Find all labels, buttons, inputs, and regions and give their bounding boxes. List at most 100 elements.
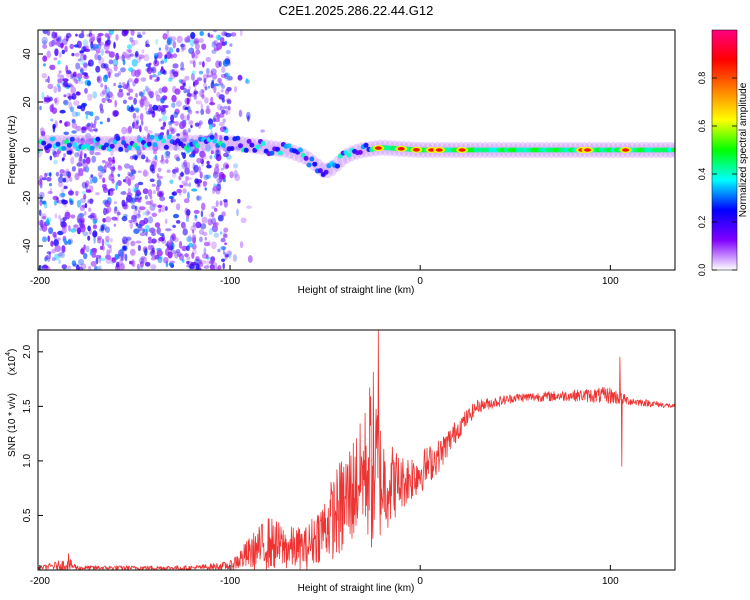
heat-cell xyxy=(82,166,86,172)
heat-cell xyxy=(86,80,92,87)
heat-cell xyxy=(118,260,124,266)
heat-cell xyxy=(88,265,91,270)
heat-cell xyxy=(54,48,59,57)
heat-cell xyxy=(61,187,65,193)
heat-cell xyxy=(260,129,265,133)
x-tick-label: 0 xyxy=(417,276,423,287)
heat-cell xyxy=(93,224,97,229)
heat-cell xyxy=(144,195,148,200)
heat-cell xyxy=(52,231,57,238)
heat-cell xyxy=(124,176,130,184)
heat-cell xyxy=(71,52,75,57)
heat-cell xyxy=(105,226,110,233)
heat-cell xyxy=(87,93,93,102)
heat-cell xyxy=(80,140,85,145)
heat-cell xyxy=(75,190,79,196)
heat-cell xyxy=(180,79,186,85)
heat-cell xyxy=(91,248,97,255)
heat-cell xyxy=(141,49,145,54)
heat-cell xyxy=(225,109,229,116)
colorbar: 0.0 0.2 0.4 0.6 0.8 Normalized spectral ampl… xyxy=(697,29,749,276)
heat-cell xyxy=(158,134,164,140)
heat-cell xyxy=(357,149,363,155)
heat-cell xyxy=(225,49,231,55)
snr-y-axis-label: SNR (10 * v/v) xyxy=(7,393,18,457)
heat-cell xyxy=(126,92,131,96)
heat-cell xyxy=(190,73,195,81)
snr-frame xyxy=(37,329,676,571)
heat-cell xyxy=(76,199,81,208)
heat-cell xyxy=(297,147,303,153)
heat-cell xyxy=(247,115,250,122)
heat-cell xyxy=(80,248,85,255)
heat-cell xyxy=(186,256,191,261)
heat-cell xyxy=(132,218,138,225)
heat-cell xyxy=(115,34,119,41)
heat-cell xyxy=(147,133,151,141)
heat-cell xyxy=(222,251,226,255)
heat-cell xyxy=(190,38,195,47)
heat-cell xyxy=(169,179,174,184)
heat-cell xyxy=(74,152,79,158)
heat-cell xyxy=(152,190,156,195)
heat-cell xyxy=(317,168,323,174)
heat-cell xyxy=(109,188,115,192)
heat-cell xyxy=(105,239,110,247)
heat-cell xyxy=(237,198,241,204)
heat-cell xyxy=(363,142,369,148)
heat-cell xyxy=(169,69,174,76)
heat-cell xyxy=(80,59,85,66)
heat-cell xyxy=(53,36,60,45)
heat-cell xyxy=(208,260,215,265)
heat-cell xyxy=(110,94,115,100)
heat-cell xyxy=(132,154,139,160)
heat-cell xyxy=(39,105,42,111)
heat-cell xyxy=(200,210,204,218)
heat-cell xyxy=(323,169,329,175)
heat-cell xyxy=(78,77,81,82)
heat-cell xyxy=(120,251,125,258)
heat-cell xyxy=(174,120,179,127)
heat-cell xyxy=(43,202,48,209)
heat-cell xyxy=(160,97,165,104)
heat-cell xyxy=(152,74,157,78)
heat-cell xyxy=(224,89,230,95)
heat-cell xyxy=(78,258,84,266)
heat-cell xyxy=(76,105,83,110)
heat-cell xyxy=(72,142,78,148)
heat-cell xyxy=(219,231,223,235)
heat-cell xyxy=(211,41,217,48)
heat-cell xyxy=(139,113,144,121)
heat-cell xyxy=(186,264,193,268)
heat-cell xyxy=(208,227,213,236)
heat-cell xyxy=(80,68,84,74)
heat-cell xyxy=(105,40,111,45)
heat-cell xyxy=(158,47,162,51)
heat-cell xyxy=(150,249,156,258)
heat-cell xyxy=(209,134,215,140)
heat-cell xyxy=(38,179,43,186)
heat-cell xyxy=(68,238,73,245)
heat-cell xyxy=(135,213,141,219)
heat-cell xyxy=(303,155,309,161)
heat-cell xyxy=(91,123,96,129)
heat-cell xyxy=(149,134,155,140)
heat-cell xyxy=(165,154,171,159)
heat-cell xyxy=(186,260,190,265)
heat-cell xyxy=(216,103,222,111)
heat-cell xyxy=(141,154,146,160)
heat-cell xyxy=(57,252,64,257)
heat-cell xyxy=(195,221,202,229)
heat-cell xyxy=(54,199,57,206)
heat-cell xyxy=(185,217,190,222)
heat-cell xyxy=(71,260,77,266)
heat-cell xyxy=(135,240,142,244)
heat-cell xyxy=(213,115,217,122)
heat-cell xyxy=(154,222,161,228)
heat-cell xyxy=(84,87,88,94)
heat-cell xyxy=(117,173,121,177)
heat-cell xyxy=(198,38,204,44)
heat-cell xyxy=(54,213,58,219)
heat-cell xyxy=(134,183,140,189)
heat-cell xyxy=(156,249,163,257)
